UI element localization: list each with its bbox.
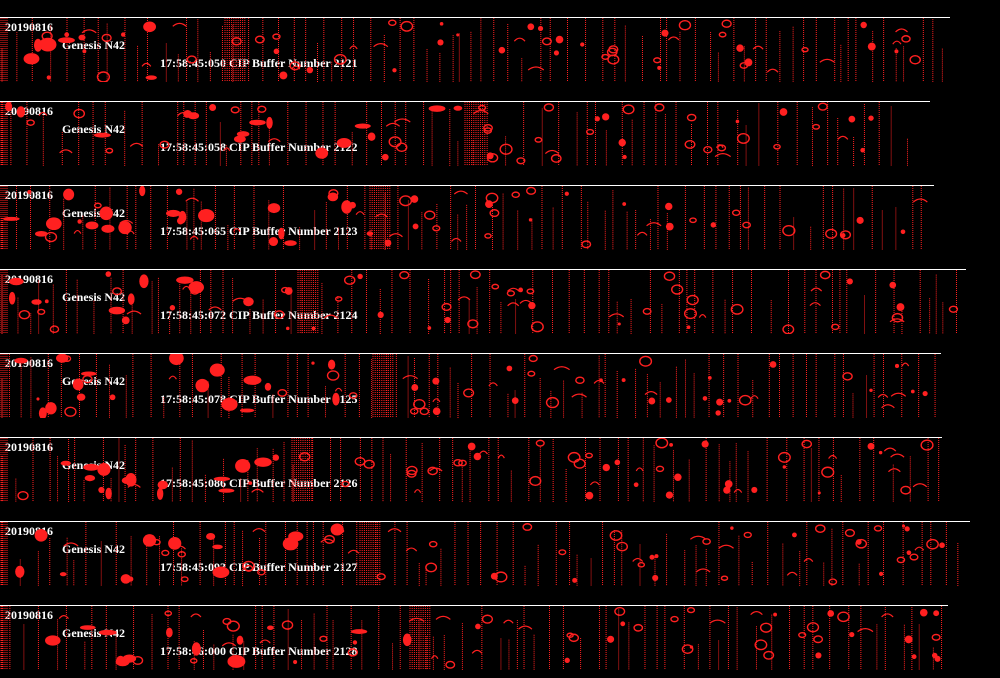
particle-image <box>0 102 908 166</box>
buffer-header: 20190816 Genesis N42 17:58:45:065 CIP Bu… <box>0 168 1000 238</box>
particle-image <box>0 606 943 670</box>
cip-buffer-strip: 20190816 Genesis N42 17:58:46:000 CIP Bu… <box>0 588 1000 672</box>
buffer-header: 20190816 Genesis N42 17:58:45:093 CIP Bu… <box>0 504 1000 574</box>
particle-image <box>0 354 936 418</box>
cip-buffer-strip: 20190816 Genesis N42 17:58:45:058 CIP Bu… <box>0 84 1000 168</box>
cip-buffer-strip: 20190816 Genesis N42 17:58:45:050 CIP Bu… <box>0 0 1000 84</box>
buffer-divider <box>0 437 942 438</box>
particle-image <box>0 522 959 586</box>
buffer-header: 20190816 Genesis N42 17:58:45:058 CIP Bu… <box>0 84 1000 154</box>
particle-image-strip <box>0 270 966 334</box>
particle-image-strip <box>0 522 970 586</box>
buffer-time-number: 17:58:45:058 CIP Buffer Number 2122 <box>160 140 358 154</box>
buffer-divider <box>0 101 930 102</box>
particle-image-strip <box>0 438 942 502</box>
cip-buffer-strip: 20190816 Genesis N42 17:58:45:093 CIP Bu… <box>0 504 1000 588</box>
particle-image-strip <box>0 354 941 418</box>
buffer-date: 20190816 <box>5 440 53 454</box>
buffer-divider <box>0 605 948 606</box>
probe-name: Genesis N42 <box>62 122 125 136</box>
particle-image <box>0 18 943 82</box>
buffer-header: 20190816 Genesis N42 17:58:46:000 CIP Bu… <box>0 588 1000 658</box>
cip-buffer-strip: 20190816 Genesis N42 17:58:45:072 CIP Bu… <box>0 252 1000 336</box>
buffer-header: 20190816 Genesis N42 17:58:45:078 CIP Bu… <box>0 336 1000 406</box>
buffer-date: 20190816 <box>5 608 53 622</box>
buffer-header: 20190816 Genesis N42 17:58:45:086 CIP Bu… <box>0 420 1000 490</box>
particle-image <box>0 438 940 502</box>
buffer-date: 20190816 <box>5 20 53 34</box>
particle-image-strip <box>0 18 950 82</box>
buffer-divider <box>0 269 966 270</box>
cip-buffer-strip: 20190816 Genesis N42 17:58:45:086 CIP Bu… <box>0 420 1000 504</box>
cip-buffer-strip: 20190816 Genesis N42 17:58:45:078 CIP Bu… <box>0 336 1000 420</box>
buffer-divider <box>0 353 941 354</box>
particle-image <box>0 186 928 250</box>
buffer-header: 20190816 Genesis N42 17:58:45:050 CIP Bu… <box>0 0 1000 70</box>
particle-image-strip <box>0 102 930 166</box>
cip-buffer-strip: 20190816 Genesis N42 17:58:45:065 CIP Bu… <box>0 168 1000 252</box>
particle-image-strip <box>0 606 948 670</box>
buffer-divider <box>0 17 950 18</box>
buffer-divider <box>0 521 970 522</box>
buffer-date: 20190816 <box>5 104 53 118</box>
probe-name: Genesis N42 <box>62 542 125 556</box>
particle-image <box>0 270 959 334</box>
particle-image-strip <box>0 186 934 250</box>
buffer-divider <box>0 185 934 186</box>
buffer-header: 20190816 Genesis N42 17:58:45:072 CIP Bu… <box>0 252 1000 322</box>
